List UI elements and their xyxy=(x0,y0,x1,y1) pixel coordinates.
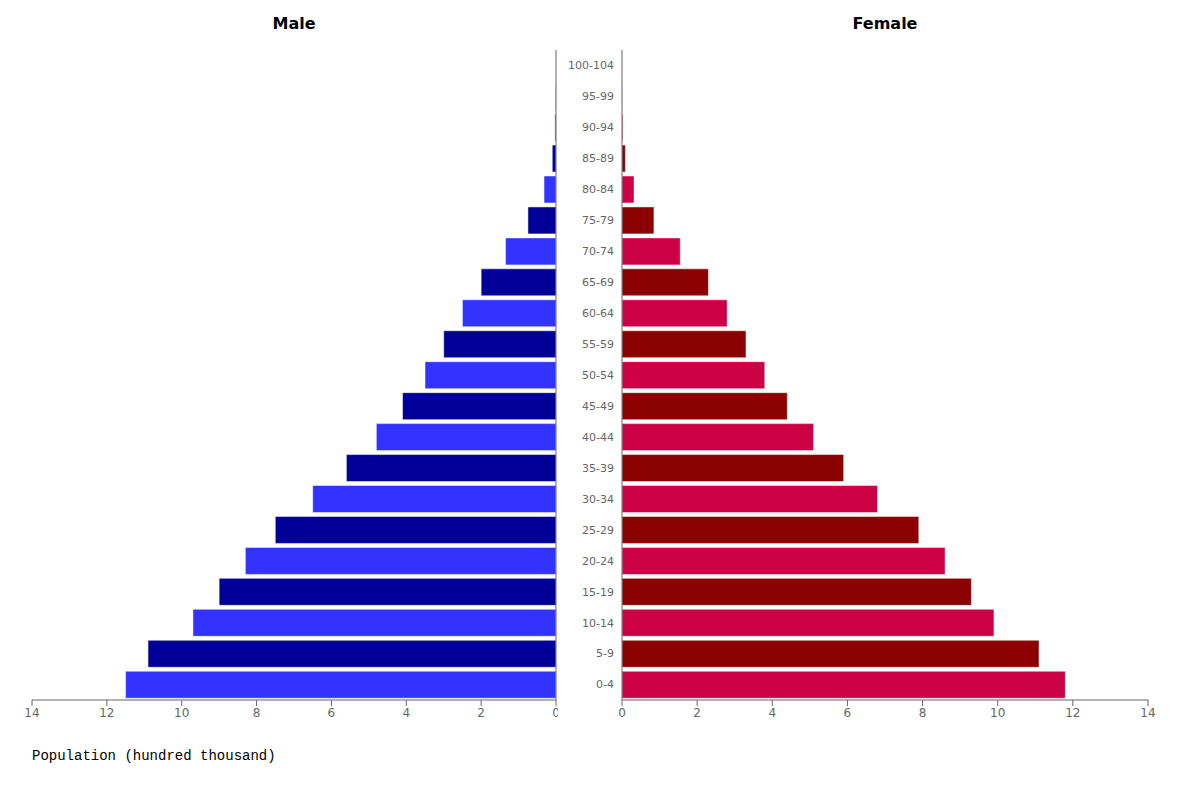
html-text:Male: Male xyxy=(272,14,316,33)
svg-text:4: 4 xyxy=(768,706,776,720)
svg-text:25-29: 25-29 xyxy=(582,524,614,537)
svg-text:75-79: 75-79 xyxy=(582,214,614,227)
svg-text:0: 0 xyxy=(552,706,558,720)
svg-text:55-59: 55-59 xyxy=(582,338,614,351)
svg-text:35-39: 35-39 xyxy=(582,462,614,475)
svg-text:15-19: 15-19 xyxy=(582,586,614,599)
svg-text:70-74: 70-74 xyxy=(582,245,614,258)
svg-text:60-64: 60-64 xyxy=(582,307,614,320)
svg-text:45-49: 45-49 xyxy=(582,400,614,413)
svg-text:10-14: 10-14 xyxy=(582,617,614,630)
svg-text:6: 6 xyxy=(844,706,852,720)
svg-text:8: 8 xyxy=(919,706,927,720)
svg-text:0: 0 xyxy=(618,706,626,720)
svg-text:20-24: 20-24 xyxy=(582,555,614,568)
svg-text:14: 14 xyxy=(1140,706,1155,720)
svg-text:30-34: 30-34 xyxy=(582,493,614,506)
svg-text:10: 10 xyxy=(174,706,189,720)
svg-text:100-104: 100-104 xyxy=(568,59,614,72)
svg-text:12: 12 xyxy=(99,706,114,720)
svg-text:50-54: 50-54 xyxy=(582,369,614,382)
svg-text:95-99: 95-99 xyxy=(582,90,614,103)
svg-text:6: 6 xyxy=(328,706,336,720)
svg-text:2: 2 xyxy=(477,706,485,720)
svg-text:8: 8 xyxy=(253,706,261,720)
html-text:Population (hundred thousand): Population (hundred thousand) xyxy=(32,748,276,764)
svg-text:65-69: 65-69 xyxy=(582,276,614,289)
svg-text:0-4: 0-4 xyxy=(596,678,614,691)
svg-text:40-44: 40-44 xyxy=(582,431,614,444)
svg-text:85-89: 85-89 xyxy=(582,152,614,165)
svg-text:12: 12 xyxy=(1065,706,1080,720)
svg-text:14: 14 xyxy=(24,706,39,720)
svg-text:80-84: 80-84 xyxy=(582,183,614,196)
svg-text:10: 10 xyxy=(990,706,1005,720)
svg-text:2: 2 xyxy=(693,706,701,720)
svg-text:4: 4 xyxy=(402,706,410,720)
html-text:Female: Female xyxy=(852,14,918,33)
svg-text:5-9: 5-9 xyxy=(596,647,614,660)
svg-text:90-94: 90-94 xyxy=(582,121,614,134)
